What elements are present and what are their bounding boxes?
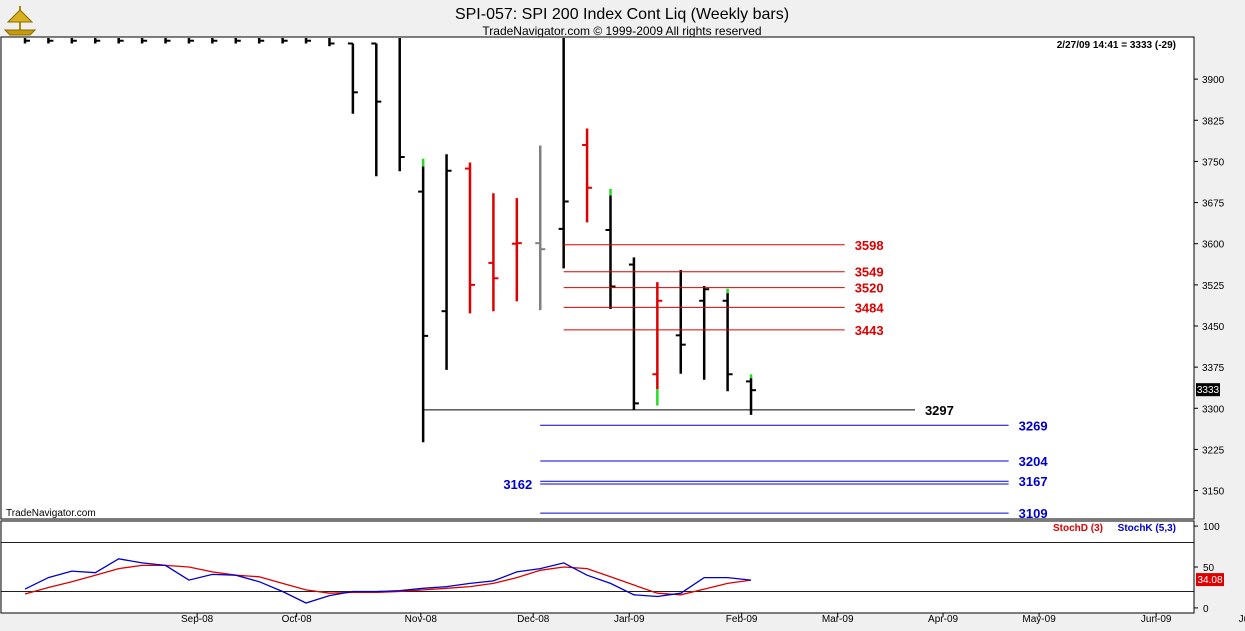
last-price-tag: 3333: [1196, 383, 1220, 397]
price-bar[interactable]: [304, 38, 312, 44]
price-bar[interactable]: [140, 38, 148, 44]
x-tick-label: Jan-09: [614, 614, 645, 625]
price-tick-label: 3375: [1202, 363, 1225, 374]
price-tick-label: 3450: [1202, 322, 1225, 333]
x-tick-label: Feb-09: [726, 614, 758, 625]
level-label-3204: 3204: [1019, 454, 1049, 469]
price-tick-label: 3300: [1202, 404, 1225, 415]
price-bar[interactable]: [281, 38, 288, 44]
price-bar[interactable]: [398, 38, 405, 172]
price-bar[interactable]: [511, 198, 522, 302]
price-bar[interactable]: [347, 42, 358, 114]
price-tick-label: 3825: [1202, 116, 1225, 127]
stochastic-panel[interactable]: [0, 520, 1195, 614]
level-label-3484: 3484: [855, 300, 885, 315]
price-bar[interactable]: [418, 158, 429, 443]
price-bar[interactable]: [94, 38, 101, 44]
price-bar[interactable]: [535, 145, 546, 311]
price-bar[interactable]: [187, 38, 194, 44]
level-label-3269: 3269: [1019, 418, 1048, 433]
level-label-3549: 3549: [855, 265, 884, 280]
price-bar[interactable]: [464, 162, 475, 314]
price-bar[interactable]: [47, 38, 54, 44]
level-label-3162: 3162: [503, 477, 532, 492]
stoch-d-line[interactable]: [24, 564, 752, 596]
price-tick-label: 3750: [1202, 157, 1225, 168]
price-bar[interactable]: [211, 38, 218, 44]
tradenavigator-logo-icon[interactable]: [3, 6, 37, 36]
level-label-3598: 3598: [855, 238, 884, 253]
stoch-tick-label: 50: [1203, 563, 1215, 574]
price-bar[interactable]: [582, 128, 593, 223]
chart-title: SPI-057: SPI 200 Index Cont Liq (Weekly …: [455, 6, 789, 23]
x-tick-label: Apr-09: [928, 614, 958, 625]
x-tick-label: Oct-08: [282, 614, 312, 625]
x-tick-label: Mar-09: [822, 614, 854, 625]
price-tick-label: 3525: [1202, 281, 1225, 292]
level-label-3443: 3443: [855, 323, 884, 338]
price-bar[interactable]: [164, 38, 171, 44]
level-label-3167: 3167: [1019, 474, 1048, 489]
price-bar[interactable]: [558, 38, 569, 269]
level-label-3520: 3520: [855, 281, 884, 296]
price-panel[interactable]: [0, 36, 1195, 520]
price-tick-label: 3225: [1202, 445, 1225, 456]
stoch-k-line[interactable]: [24, 558, 752, 604]
watermark: TradeNavigator.com: [6, 508, 96, 519]
price-bar[interactable]: [605, 188, 616, 309]
price-bar[interactable]: [652, 282, 663, 406]
price-bar[interactable]: [23, 38, 30, 44]
stoch-tick-label: 0: [1203, 604, 1209, 615]
price-bar[interactable]: [746, 374, 757, 415]
stoch-value-tag: 34.08: [1196, 573, 1224, 587]
legend-stoch-k: StochK (5,3): [1118, 523, 1176, 534]
price-tick-label: 3900: [1202, 75, 1225, 86]
price-bar[interactable]: [257, 38, 265, 44]
copyright-line: TradeNavigator.com © 1999-2009 All right…: [482, 24, 761, 38]
price-tick-label: 3675: [1202, 199, 1225, 210]
stoch-tick-label: 100: [1203, 522, 1220, 533]
svg-text:3333: 3333: [1197, 385, 1220, 396]
price-bar[interactable]: [722, 288, 733, 392]
last-quote: 2/27/09 14:41 = 3333 (-29): [1057, 40, 1176, 51]
price-bar[interactable]: [70, 38, 77, 44]
price-tick-label: 3600: [1202, 240, 1225, 251]
level-label-3297: 3297: [925, 403, 954, 418]
x-tick-label: Jun-09: [1141, 614, 1172, 625]
price-bar[interactable]: [628, 257, 639, 410]
x-tick-label: Dec-08: [517, 614, 550, 625]
x-tick-label: Jul-09: [1239, 614, 1245, 625]
price-bar[interactable]: [371, 42, 382, 177]
x-tick-label: Nov-08: [405, 614, 438, 625]
price-bar[interactable]: [488, 193, 499, 312]
price-bar[interactable]: [328, 38, 335, 47]
svg-text:34.08: 34.08: [1197, 575, 1222, 586]
legend-stoch-d: StochD (3): [1053, 523, 1103, 534]
level-label-3109: 3109: [1019, 506, 1048, 521]
x-tick-label: May-09: [1022, 614, 1056, 625]
price-tick-label: 3150: [1202, 487, 1225, 498]
price-bar[interactable]: [441, 154, 452, 370]
price-bar[interactable]: [234, 38, 241, 44]
x-tick-label: Sep-08: [181, 614, 214, 625]
price-bar[interactable]: [117, 38, 124, 44]
price-bar[interactable]: [699, 285, 710, 380]
